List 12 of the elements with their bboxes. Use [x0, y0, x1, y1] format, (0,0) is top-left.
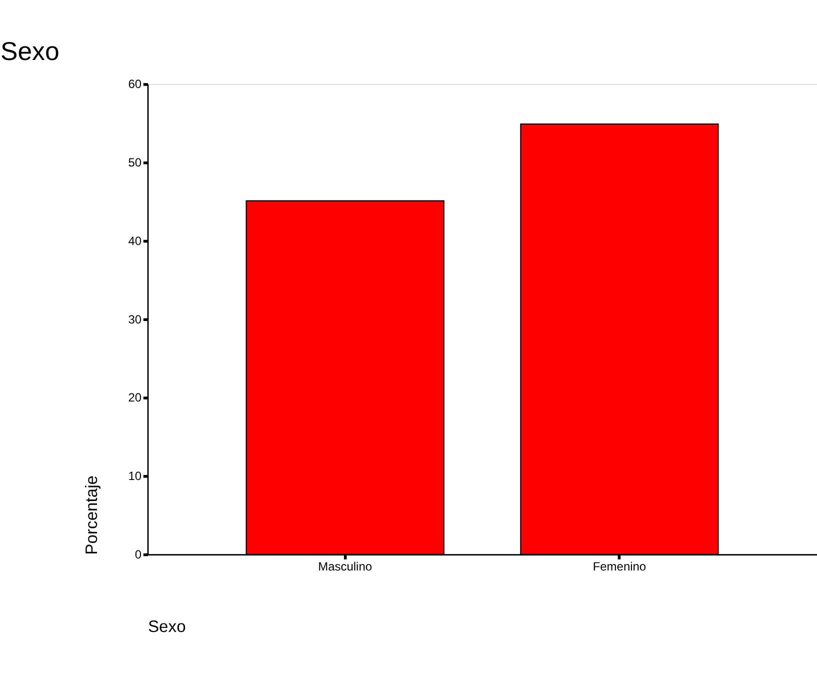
y-tick-label: 40 — [128, 234, 142, 248]
y-tick-label: 60 — [128, 77, 142, 92]
y-tick-label: 10 — [128, 469, 142, 484]
y-tick-label: 50 — [128, 156, 142, 170]
y-tick-label: 30 — [128, 312, 142, 326]
y-axis-title: Porcentaje — [82, 476, 101, 555]
y-tick-label: 0 — [134, 547, 142, 562]
chart-title: Sexo — [0, 38, 60, 66]
y-tick-label: 20 — [128, 390, 142, 405]
x-tick-label: Femenino — [592, 559, 646, 574]
x-tick-label: Masculino — [318, 559, 372, 574]
x-axis-title: Sexo — [148, 617, 186, 636]
